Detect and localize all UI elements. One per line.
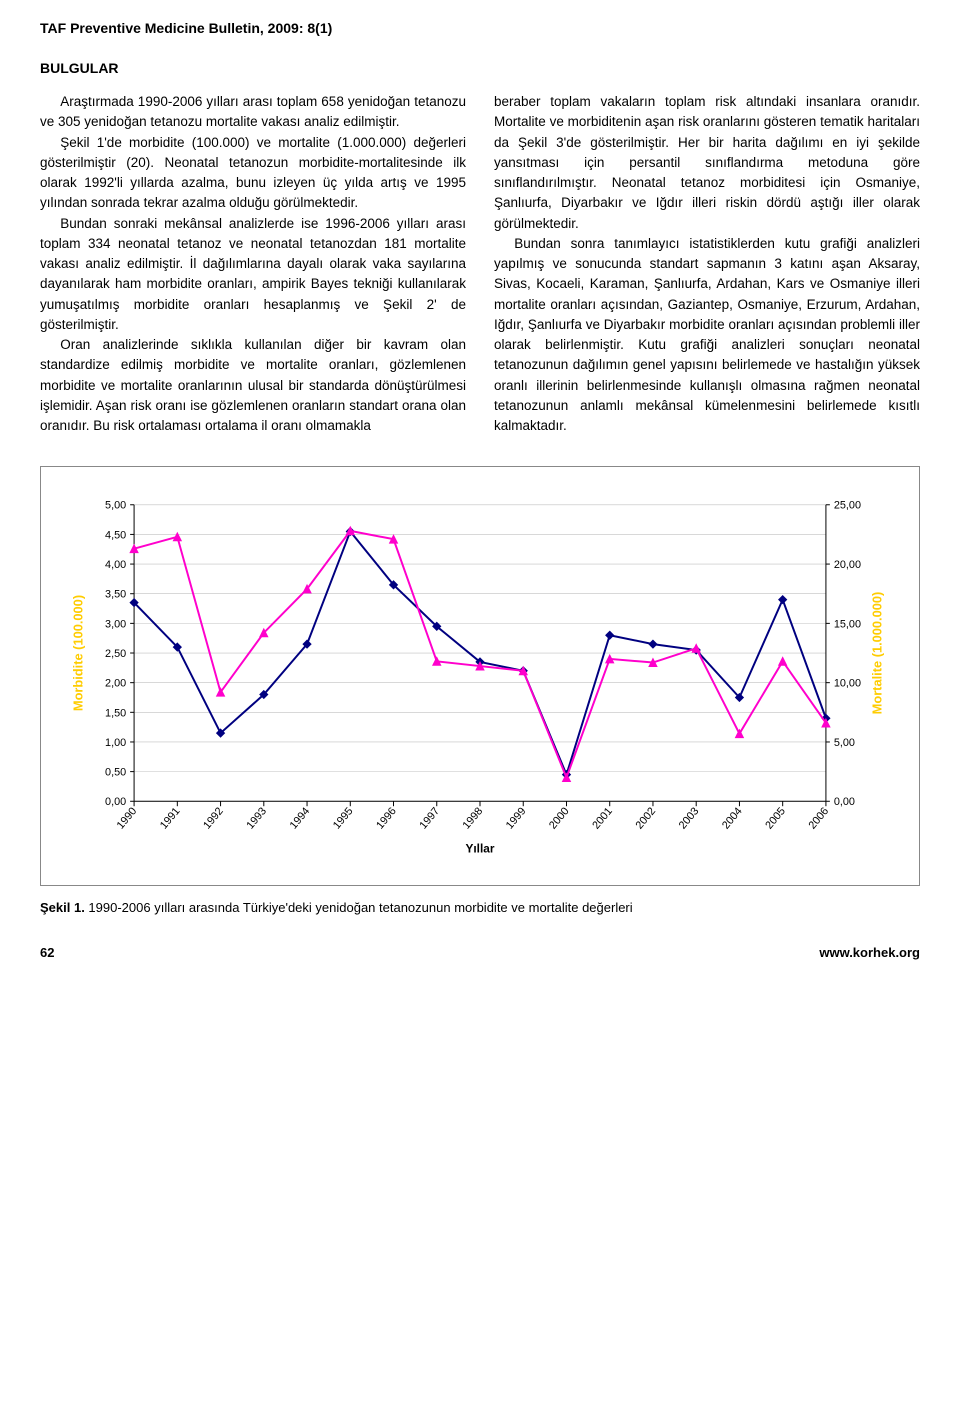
left-column: Araştırmada 1990-2006 yılları arası topl… xyxy=(40,92,466,436)
paragraph: beraber toplam vakaların toplam risk alt… xyxy=(494,92,920,234)
svg-text:4,50: 4,50 xyxy=(105,530,126,542)
chart-container: 0,00 0,50 1,00 1,50 2,00 2,50 3,00 3,50 4,00 4,50… xyxy=(40,466,920,885)
journal-header: TAF Preventive Medicine Bulletin, 2009: … xyxy=(40,20,920,36)
svg-text:25,00: 25,00 xyxy=(834,500,861,512)
footer-site: www.korhek.org xyxy=(819,945,920,960)
svg-text:10,00: 10,00 xyxy=(834,678,861,690)
svg-text:0,00: 0,00 xyxy=(105,796,126,808)
svg-text:4,00: 4,00 xyxy=(105,559,126,571)
section-title: BULGULAR xyxy=(40,60,920,76)
svg-text:3,50: 3,50 xyxy=(105,589,126,601)
svg-text:Yıllar: Yıllar xyxy=(465,842,494,856)
svg-text:15,00: 15,00 xyxy=(834,619,861,631)
svg-text:5,00: 5,00 xyxy=(834,737,855,749)
svg-text:0,50: 0,50 xyxy=(105,767,126,779)
page-number: 62 xyxy=(40,945,54,960)
paragraph: Oran analizlerinde sıklıkla kullanılan d… xyxy=(40,335,466,436)
svg-text:20,00: 20,00 xyxy=(834,559,861,571)
svg-text:0,00: 0,00 xyxy=(834,796,855,808)
caption-text: 1990-2006 yılları arasında Türkiye'deki … xyxy=(85,900,633,915)
svg-text:3,00: 3,00 xyxy=(105,619,126,631)
paragraph: Bundan sonra tanımlayıcı istatistiklerde… xyxy=(494,234,920,437)
chart-caption: Şekil 1. 1990-2006 yılları arasında Türk… xyxy=(40,900,920,915)
body-columns: Araştırmada 1990-2006 yılları arası topl… xyxy=(40,92,920,436)
svg-text:5,00: 5,00 xyxy=(105,500,126,512)
paragraph: Şekil 1'de morbidite (100.000) ve mortal… xyxy=(40,133,466,214)
morbidity-mortality-chart: 0,00 0,50 1,00 1,50 2,00 2,50 3,00 3,50 4,00 4,50… xyxy=(55,485,905,870)
svg-text:Mortalite (1.000.000): Mortalite (1.000.000) xyxy=(869,592,884,715)
svg-text:1,00: 1,00 xyxy=(105,737,126,749)
caption-label: Şekil 1. xyxy=(40,900,85,915)
page-footer: 62 www.korhek.org xyxy=(40,945,920,960)
svg-text:2,50: 2,50 xyxy=(105,648,126,660)
svg-text:Morbidite (100.000): Morbidite (100.000) xyxy=(71,595,86,711)
svg-text:2,00: 2,00 xyxy=(105,678,126,690)
paragraph: Bundan sonraki mekânsal analizlerde ise … xyxy=(40,214,466,336)
right-column: beraber toplam vakaların toplam risk alt… xyxy=(494,92,920,436)
paragraph: Araştırmada 1990-2006 yılları arası topl… xyxy=(40,92,466,133)
svg-text:1,50: 1,50 xyxy=(105,708,126,720)
